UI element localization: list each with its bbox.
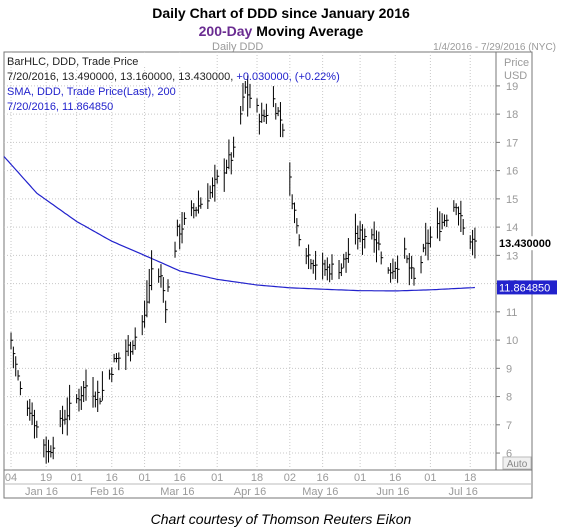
x-tick-label: 16 [317,472,329,484]
title-accent: 200-Day [198,23,253,39]
auto-button-bg [502,456,532,470]
title-line-2: 200-Day Moving Average [0,22,562,40]
info-line-1: BarHLC, DDD, Trade Price [7,56,138,68]
y-tick-label: 15 [506,194,518,206]
header-left-label: Daily DDD [212,41,263,53]
x-tick-label: 18 [251,472,263,484]
last-price-tag-bg [497,236,557,251]
y-tick-label: 7 [506,420,512,432]
chart-credit: Chart courtesy of Thomson Reuters Eikon [150,511,412,527]
month-label: Apr 16 [234,486,266,498]
sma-value-tag: 11.864850 [499,282,550,294]
info-line-2: 7/20/2016, 13.490000, 13.160000, 13.4300… [7,71,340,83]
y-tick-label: 11 [506,307,517,319]
chart-title: Daily Chart of DDD since January 2016 20… [0,4,562,40]
x-tick-label: 16 [174,472,186,484]
month-label: Feb 16 [90,486,124,498]
month-label: Jan 16 [25,486,58,498]
header-date-range: 1/4/2016 - 7/29/2016 (NYC) [433,42,556,53]
y-tick-label: 18 [506,109,518,121]
header-strip [0,40,562,52]
axis-title-line1: Price [504,57,529,69]
y-tick-label: 6 [506,448,512,460]
last-price-tag: 13.430000 [499,238,551,250]
info-box: BarHLC, DDD, Trade Price 7/20/2016, 13.49… [6,53,340,113]
x-tick-label: 04 [5,472,17,484]
axis-title-line2: USD [504,70,527,82]
x-tick-label: 18 [464,472,476,484]
x-tick-label: 01 [211,472,223,484]
x-tick-label: 01 [71,472,83,484]
auto-label[interactable]: Auto [507,459,528,470]
sma-200-line [3,156,475,292]
x-tick-label: 16 [106,472,118,484]
title-line-1: Daily Chart of DDD since January 2016 [152,5,410,21]
info-line-4: 7/20/2016, 11.864850 [7,101,113,113]
y-tick-label: 19 [506,81,518,93]
x-tick-label: 19 [40,472,52,484]
month-label: Jun 16 [376,486,409,498]
month-label: Mar 16 [160,486,194,498]
y-tick-label: 10 [506,335,518,347]
y-tick-label: 13 [506,250,518,262]
title-rest: Moving Average [252,23,364,39]
sma-value-tag-bg [497,280,557,295]
x-tick-label: 01 [354,472,366,484]
plot-area [3,51,497,471]
y-tick-label: 16 [506,166,518,178]
y-tick-label: 14 [506,222,518,234]
x-tick-label: 01 [138,472,150,484]
month-label: May 16 [302,486,338,498]
y-tick-label: 17 [506,137,518,149]
x-tick-label: 02 [284,472,296,484]
x-tick-label: 01 [424,472,436,484]
sma-layer [3,156,475,292]
value-tags: 13.430000 11.864850 [497,236,557,295]
x-axis: 04 19 01 16 01 16 01 18 02 16 01 16 01 18 Jan 16 Feb 16… [5,472,478,498]
y-tick-label: 8 [506,392,512,404]
price-axis-panel [495,51,533,471]
x-tick-label: 16 [389,472,401,484]
info-box-bg [6,53,202,67]
month-label: Jul 16 [449,486,478,498]
info-line-3: SMA, DDD, Trade Price(Last), 200 [7,86,176,98]
price-bars [10,75,477,464]
chart-frame: Daily DDD 1/4/2016 - 7/29/2016 (NYC) [0,40,562,499]
y-tick-label: 9 [506,363,512,375]
